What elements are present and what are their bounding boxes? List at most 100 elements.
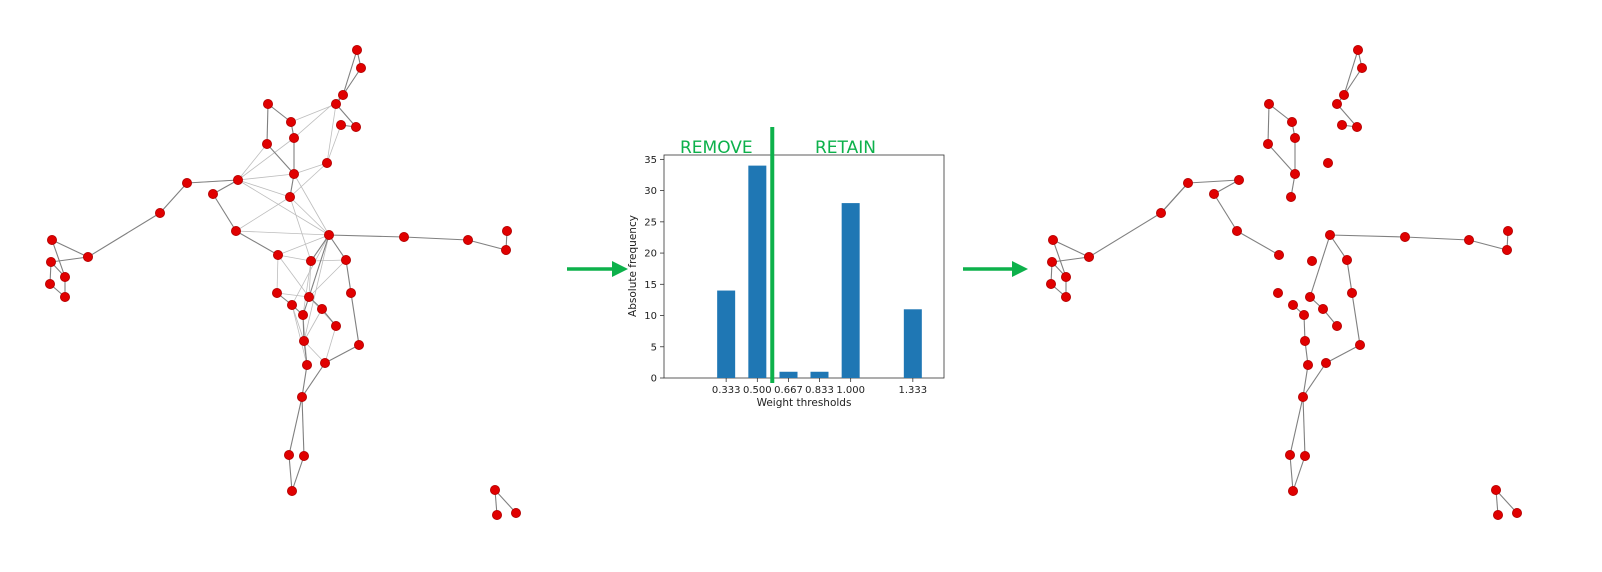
x-tick-label: 0.833 [805,385,834,396]
graph-node [286,485,297,496]
graph-edge [301,362,326,398]
x-tick-label: 0.667 [774,385,803,396]
graph-node [1300,450,1311,461]
graph-edge [328,234,405,238]
y-tick-label: 15 [644,280,657,291]
graph-node [330,99,341,110]
graph-node [1502,244,1513,255]
graph-edge [1468,239,1508,251]
graph-node [1285,449,1296,460]
graph-edge [50,256,89,263]
graph-node [271,287,282,298]
graph-node [1305,291,1316,302]
graph-node [1332,99,1343,110]
graph-edge [237,143,268,181]
graph-node [462,234,473,245]
graph-edge [237,137,295,181]
graph-node [340,254,351,265]
graph-edge [235,230,330,236]
graph-node [285,117,296,128]
graph-node [305,255,316,266]
graph-node [288,132,299,143]
graph-edge [326,103,337,164]
retain-label: RETAIN [815,138,876,158]
y-tick-label: 20 [644,249,657,260]
graph-edge [1289,396,1304,456]
graph-edge [87,212,161,258]
graph-edge [324,344,360,364]
graph-node [1323,157,1334,168]
graph-node [1274,249,1285,260]
graph-edge [1302,396,1306,457]
graph-edge [159,182,188,214]
y-tick-label: 0 [651,374,657,385]
graph-edge [467,239,507,251]
graph-edge [303,234,330,342]
graph-edge [1051,256,1090,263]
graph-node [232,174,243,185]
graph-edge [51,239,89,258]
graph-edge [276,254,279,294]
x-tick-label: 1.000 [836,385,865,396]
graph-node [1325,229,1336,240]
graph-edge [310,234,330,262]
graph-node [1061,271,1072,282]
graph-edge [1052,239,1067,278]
graph-node [1300,335,1311,346]
graph-node [1503,225,1514,236]
graph-node [330,320,341,331]
graph-edge [266,103,269,145]
y-tick-label: 5 [651,342,657,353]
graph-edge [291,304,305,342]
graph-node [355,63,366,74]
graph-node [491,509,502,520]
graph-edge [1329,234,1406,238]
graph-node [345,287,356,298]
bar [810,371,829,378]
graph-edge [186,179,239,184]
graph-node [1290,132,1301,143]
graph-edge [324,325,337,364]
graph-node [1209,188,1220,199]
graph-edge [303,308,323,342]
graph-node [283,449,294,460]
graph-edge [1343,49,1359,96]
graph-edge [1351,292,1361,346]
graph-edge [277,234,330,256]
graph-edge [310,259,347,262]
graph-edge [237,179,330,236]
graph-node [501,225,512,236]
graph-edge [290,103,337,123]
graph-node [1084,251,1095,262]
graph-node [351,45,362,56]
graph-node [500,244,511,255]
graph-node [489,484,500,495]
graph-node [350,122,361,133]
graph-node [272,249,283,260]
weight-threshold-histogram: 0 5 10 15 20 25 30 35 0.333 0.500 0.667 0.833 1.000… [627,127,945,409]
graph-node [1353,45,1364,56]
graph-edge [342,67,362,96]
graph-node [1286,191,1297,202]
right-arrow-icon [963,261,1028,277]
graph-node [181,177,192,188]
graph-node [296,391,307,402]
graph-node [1232,225,1243,236]
graph-edge [235,196,291,232]
graph-node [316,303,327,314]
graph-edge [235,230,279,256]
graph-node [1061,291,1072,302]
graph-node [46,256,57,267]
graph-node [288,168,299,179]
graph-node [1298,391,1309,402]
graph-node [262,99,273,110]
graph-edge [1213,193,1238,232]
y-axis: 0 5 10 15 20 25 30 35 [644,155,664,385]
graph-node [1357,63,1368,74]
graph-node [286,299,297,310]
bar [717,290,736,378]
graph-edge [1302,362,1327,398]
graph-edge [1404,236,1470,241]
graph-node [1493,509,1504,520]
